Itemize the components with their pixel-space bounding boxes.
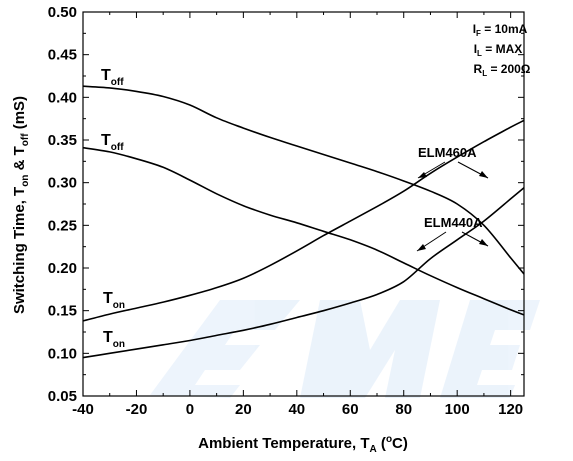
curve-labels: Toff Toff Ton Ton <box>101 67 125 350</box>
data-series <box>82 85 525 359</box>
x-tick-label: -20 <box>126 401 148 418</box>
x-tick-label: 20 <box>235 401 252 418</box>
curve-label-toff-upper: Toff <box>101 67 124 88</box>
x-tick-label: -40 <box>72 401 94 418</box>
y-axis-title: Switching Time, Ton & Toff (mS) <box>11 96 31 314</box>
y-tick-label: 0.40 <box>48 89 77 106</box>
y-tick-label: 0.35 <box>48 132 77 149</box>
condition-if: IF = 10mA <box>473 22 528 38</box>
arrowhead-elm440a-right <box>479 239 488 246</box>
x-tick-label: 40 <box>288 401 305 418</box>
condition-il: IL = MAX <box>474 42 523 58</box>
arrowhead-elm460a-left <box>418 172 427 178</box>
x-axis-title: Ambient Temperature, TA (oC) <box>198 434 408 455</box>
curve-label-ton-upper: Ton <box>103 290 125 311</box>
series-toff-upper-line <box>82 85 525 275</box>
annotation-elm440a: ELM440A <box>424 215 483 230</box>
arrowhead-elm460a-right <box>479 171 488 178</box>
axis-ticks <box>82 11 524 397</box>
condition-rl: RL = 200Ω <box>474 62 531 78</box>
y-tick-label: 0.10 <box>48 345 77 362</box>
x-tick-label: 60 <box>342 401 359 418</box>
y-tick-label: 0.45 <box>48 47 77 64</box>
tick-labels: -40 -20 0 20 40 60 80 100 120 0.05 0.10 0.15 0.20 0.2… <box>48 4 523 418</box>
test-conditions: IF = 10mA IL = MAX RL = 200Ω <box>473 22 531 78</box>
x-tick-label: 80 <box>395 401 412 418</box>
y-tick-label: 0.25 <box>48 217 77 234</box>
series-ton-lower-line <box>82 187 525 359</box>
curve-label-ton-lower: Ton <box>103 329 125 350</box>
annotations: ELM460A ELM440A <box>416 145 489 252</box>
arrowhead-elm440a-left <box>417 244 426 251</box>
curve-label-toff-lower: Toff <box>101 132 124 153</box>
series-toff-lower-line <box>82 146 525 316</box>
y-tick-label: 0.20 <box>48 260 77 277</box>
x-tick-label: 120 <box>498 401 523 418</box>
x-tick-label: 100 <box>445 401 470 418</box>
y-tick-label: 0.50 <box>48 4 77 21</box>
watermark-logo <box>150 300 540 398</box>
series-ton-upper-line <box>82 119 525 322</box>
annotation-elm460a: ELM460A <box>418 145 477 160</box>
x-tick-label: 0 <box>186 401 194 418</box>
y-tick-label: 0.30 <box>48 175 77 192</box>
y-tick-label: 0.05 <box>48 388 77 405</box>
y-tick-label: 0.15 <box>48 303 77 320</box>
